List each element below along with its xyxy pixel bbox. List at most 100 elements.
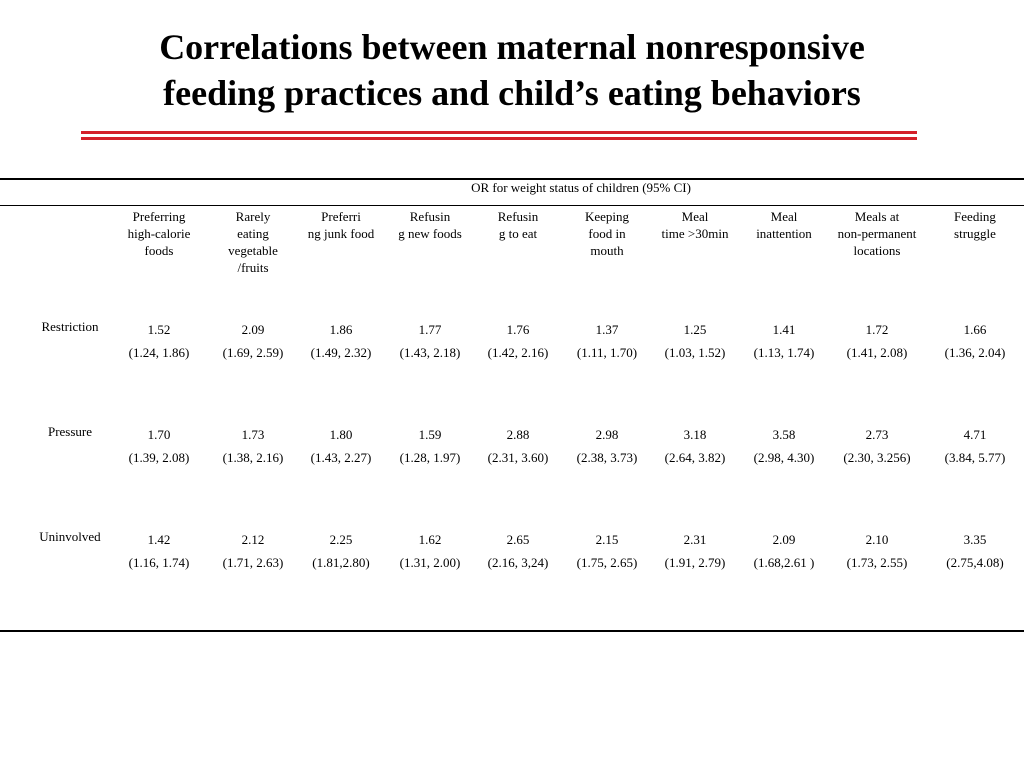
column-header-line: eating [237, 226, 269, 241]
confidence-interval-cell: (1.73, 2.55) [846, 555, 908, 570]
odds-ratio-cell: 1.76 [506, 322, 530, 337]
odds-ratio-cell: 2.98 [595, 427, 619, 442]
odds-ratio-cell: 3.18 [683, 427, 707, 442]
column-header-line: Meals at [854, 209, 900, 224]
column-header-line: Preferring [132, 209, 186, 224]
confidence-interval-cell: (1.39, 2.08) [128, 450, 190, 465]
confidence-interval-cell: (2.31, 3.60) [487, 450, 549, 465]
odds-ratio-cell: 1.59 [418, 427, 442, 442]
odds-ratio-cell: 2.31 [683, 532, 707, 547]
confidence-interval-cell: (2.64, 3.82) [664, 450, 726, 465]
column-header: Meals at non-permanent locations [829, 208, 925, 259]
confidence-interval-cell: (2.16, 3,24) [487, 555, 549, 570]
column-header-line: high-calorie [127, 226, 191, 241]
slide-title-line-2: feeding practices and child’s eating beh… [163, 73, 861, 113]
confidence-interval-cell: (1.24, 1.86) [128, 345, 190, 360]
title-underline-bottom [81, 137, 917, 140]
confidence-interval-cell: (2.75,4.08) [946, 555, 1004, 570]
column-header-line: Meal [770, 209, 798, 224]
column-header-line: g new foods [398, 226, 462, 241]
odds-ratio-cell: 1.41 [772, 322, 796, 337]
confidence-interval-cell: (1.36, 2.04) [944, 345, 1006, 360]
column-header-line: vegetable [228, 243, 278, 258]
confidence-interval-cell: (1.68,2.61 ) [753, 555, 815, 570]
confidence-interval-cell: (1.43, 2.27) [310, 450, 372, 465]
confidence-interval-cell: (1.28, 1.97) [399, 450, 461, 465]
row-label: Pressure [47, 424, 93, 439]
odds-ratio-cell: 1.42 [147, 532, 171, 547]
column-header-line: struggle [954, 226, 996, 241]
slide-title: Correlations between maternal nonrespons… [0, 24, 1024, 116]
confidence-interval-cell: (1.43, 2.18) [399, 345, 461, 360]
odds-ratio-cell: 1.80 [329, 427, 353, 442]
column-header: Preferring high-calorie foods [113, 208, 205, 259]
table-super-header: OR for weight status of children (95% CI… [471, 180, 691, 195]
confidence-interval-cell: (1.13, 1.74) [753, 345, 815, 360]
confidence-interval-cell: (1.42, 2.16) [487, 345, 549, 360]
confidence-interval-cell: (1.31, 2.00) [399, 555, 461, 570]
title-underline-top [81, 131, 917, 134]
odds-ratio-cell: 3.58 [772, 427, 796, 442]
odds-ratio-cell: 2.25 [329, 532, 353, 547]
confidence-interval-cell: (2.98, 4.30) [753, 450, 815, 465]
odds-ratio-cell: 3.35 [963, 532, 987, 547]
odds-ratio-cell: 4.71 [963, 427, 987, 442]
column-header-line: mouth [590, 243, 624, 258]
odds-ratio-cell: 1.52 [147, 322, 171, 337]
confidence-interval-cell: (1.03, 1.52) [664, 345, 726, 360]
column-header: Refusin g new foods [387, 208, 473, 242]
column-header-line: non-permanent [837, 226, 917, 241]
odds-ratio-cell: 2.09 [772, 532, 796, 547]
column-header-line: /fruits [237, 260, 269, 275]
column-header-line: ng junk food [307, 226, 375, 241]
confidence-interval-cell: (2.38, 3.73) [576, 450, 638, 465]
odds-ratio-cell: 1.66 [963, 322, 987, 337]
column-header: Refusin g to eat [475, 208, 561, 242]
odds-ratio-cell: 2.73 [865, 427, 889, 442]
confidence-interval-cell: (3.84, 5.77) [944, 450, 1006, 465]
column-header: Meal inattention [741, 208, 827, 242]
column-header-line: time >30min [661, 226, 729, 241]
confidence-interval-cell: (1.69, 2.59) [222, 345, 284, 360]
confidence-interval-cell: (1.38, 2.16) [222, 450, 284, 465]
column-header: Keeping food in mouth [564, 208, 650, 259]
column-header-line: locations [853, 243, 901, 258]
confidence-interval-cell: (1.41, 2.08) [846, 345, 908, 360]
odds-ratio-cell: 1.72 [865, 322, 889, 337]
confidence-interval-cell: (1.49, 2.32) [310, 345, 372, 360]
column-header-line: Preferri [321, 209, 361, 224]
confidence-interval-cell: (1.81,2.80) [312, 555, 370, 570]
odds-ratio-cell: 1.25 [683, 322, 707, 337]
column-header-line: Feeding [954, 209, 996, 224]
column-header: Feeding struggle [935, 208, 1015, 242]
column-header: Meal time >30min [652, 208, 738, 242]
column-header-line: Meal [681, 209, 709, 224]
odds-ratio-cell: 1.70 [147, 427, 171, 442]
odds-ratio-cell: 1.77 [418, 322, 442, 337]
table-top-border [0, 178, 1024, 180]
column-header-line: foods [144, 243, 174, 258]
column-header-line: inattention [756, 226, 812, 241]
confidence-interval-cell: (2.30, 3.256) [843, 450, 911, 465]
odds-ratio-cell: 2.65 [506, 532, 530, 547]
column-header-line: Refusin [409, 209, 451, 224]
row-label: Uninvolved [39, 529, 101, 544]
column-header-line: g to eat [498, 226, 538, 241]
odds-ratio-cell: 2.12 [241, 532, 265, 547]
column-header-line: Rarely [235, 209, 271, 224]
confidence-interval-cell: (1.11, 1.70) [576, 345, 638, 360]
odds-ratio-cell: 1.37 [595, 322, 619, 337]
column-header-line: Keeping [584, 209, 630, 224]
column-header-line: Refusin [497, 209, 539, 224]
slide-title-line-1: Correlations between maternal nonrespons… [159, 27, 865, 67]
odds-ratio-cell: 2.15 [595, 532, 619, 547]
odds-ratio-cell: 1.73 [241, 427, 265, 442]
column-header-line: food in [588, 226, 626, 241]
confidence-interval-cell: (1.71, 2.63) [222, 555, 284, 570]
column-header: Rarely eating vegetable/fruits [209, 208, 297, 276]
odds-ratio-cell: 2.10 [865, 532, 889, 547]
column-header: Preferri ng junk food [298, 208, 384, 242]
confidence-interval-cell: (1.91, 2.79) [664, 555, 726, 570]
table-header-divider [0, 205, 1024, 206]
odds-ratio-cell: 2.88 [506, 427, 530, 442]
